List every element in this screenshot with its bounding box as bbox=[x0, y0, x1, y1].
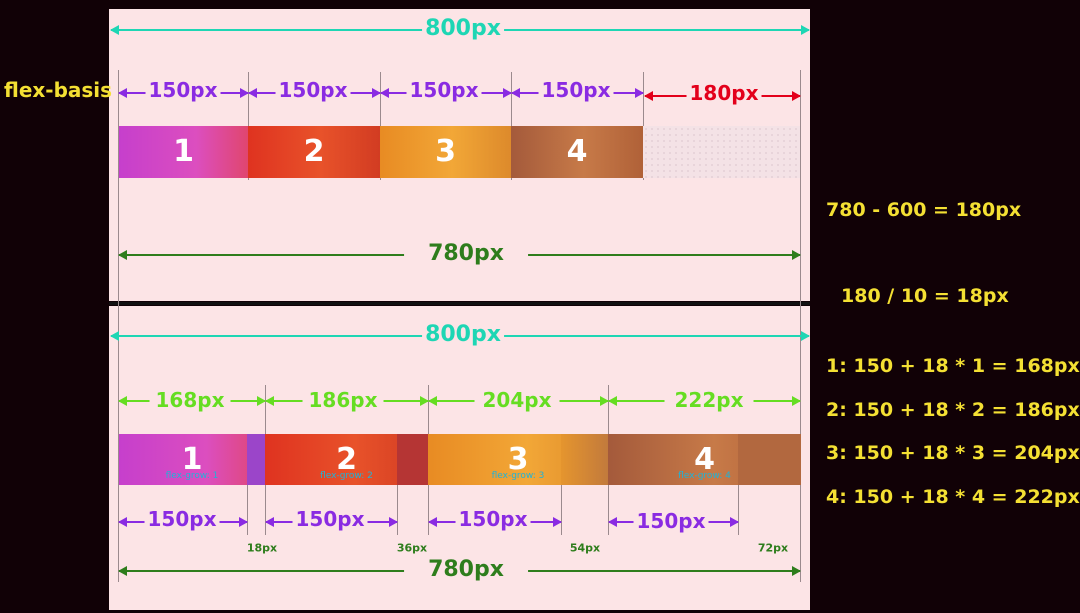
bottom-total-label: 780px bbox=[404, 559, 528, 581]
top-basis-label-3: 150px bbox=[406, 80, 482, 100]
formula-per-unit: 180 / 10 = 18px bbox=[841, 285, 1009, 307]
top-flex-item-1: 1 bbox=[119, 126, 248, 178]
bottom-basis-label-4: 150px bbox=[633, 511, 709, 531]
bottom-item-number-2: 2 bbox=[336, 441, 357, 477]
bottom-grown-label-3: 204px bbox=[474, 390, 560, 410]
bottom-grown-label-4: 222px bbox=[664, 390, 754, 410]
formula-item-3: 3: 150 + 18 * 3 = 204px bbox=[826, 442, 1080, 464]
bottom-extra-label-3: 54px bbox=[569, 541, 601, 555]
bottom-flex-item-1: 1 flex-grow: 1 bbox=[119, 434, 265, 485]
top-item-number-3: 3 bbox=[435, 133, 456, 169]
bottom-grow-note-3: flex-grow: 3 bbox=[491, 471, 545, 481]
bottom-grown-label-2: 186px bbox=[302, 390, 384, 410]
top-total-label: 780px bbox=[404, 243, 528, 265]
bottom-sub-guide-3 bbox=[561, 485, 562, 535]
bottom-extra-label-2: 36px bbox=[396, 541, 428, 555]
top-container-label: 800px bbox=[422, 18, 504, 40]
bottom-basis-label-3: 150px bbox=[455, 509, 531, 529]
top-basis-label-4: 150px bbox=[538, 80, 614, 100]
bottom-sub-guide-4 bbox=[738, 485, 739, 535]
bottom-container-label: 800px bbox=[422, 324, 504, 346]
top-basis-label-1: 150px bbox=[145, 80, 221, 100]
right-guide-line bbox=[800, 70, 801, 582]
top-flex-item-2: 2 bbox=[248, 126, 380, 178]
top-item-number-2: 2 bbox=[303, 133, 325, 169]
bottom-item-number-3: 3 bbox=[507, 441, 529, 477]
bottom-flex-item-2: 2 flex-grow: 2 bbox=[265, 434, 428, 485]
top-flex-item-4: 4 bbox=[511, 126, 643, 178]
top-free-space-area bbox=[643, 126, 800, 178]
top-item-number-4: 4 bbox=[566, 133, 588, 169]
formula-item-2: 2: 150 + 18 * 2 = 186px bbox=[826, 399, 1080, 421]
bottom-flex-item-3: 3 flex-grow: 3 bbox=[428, 434, 608, 485]
bottom-item-number-1: 1 bbox=[181, 441, 203, 477]
bottom-sub-guide-2 bbox=[397, 485, 398, 535]
top-free-space-label: 180px bbox=[686, 83, 762, 103]
bottom-grow-note-4: flex-grow: 4 bbox=[678, 471, 731, 481]
bottom-basis-label-1: 150px bbox=[144, 509, 220, 529]
top-basis-label-2: 150px bbox=[275, 80, 351, 100]
bottom-item-number-4: 4 bbox=[694, 441, 715, 477]
bottom-basis-label-2: 150px bbox=[292, 509, 368, 529]
formula-free-space: 780 - 600 = 180px bbox=[826, 199, 1022, 221]
bottom-grown-label-1: 168px bbox=[149, 390, 231, 410]
left-guide-line bbox=[118, 70, 119, 582]
top-item-number-1: 1 bbox=[173, 133, 194, 169]
formula-item-4: 4: 150 + 18 * 4 = 222px bbox=[826, 486, 1080, 508]
bottom-grow-note-1: flex-grow: 1 bbox=[165, 471, 219, 481]
flex-basis-label: flex-basis bbox=[4, 78, 113, 102]
bottom-extra-label-1: 18px bbox=[246, 541, 278, 555]
bottom-flex-item-4: 4 flex-grow: 4 bbox=[608, 434, 801, 485]
panel-divider bbox=[109, 302, 810, 305]
bottom-sub-guide-1 bbox=[247, 485, 248, 535]
formula-item-1: 1: 150 + 18 * 1 = 168px bbox=[826, 355, 1080, 377]
top-flex-item-3: 3 bbox=[380, 126, 511, 178]
bottom-grow-note-2: flex-grow: 2 bbox=[320, 471, 373, 481]
bottom-extra-label-4: 72px bbox=[757, 541, 789, 555]
